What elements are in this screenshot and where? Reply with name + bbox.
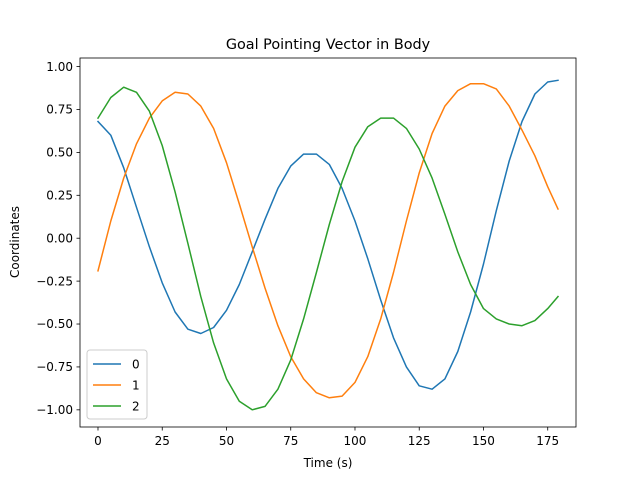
y-tick-label: 1.00: [46, 60, 73, 74]
legend-label-2: 2: [132, 400, 140, 414]
axes-frame: [79, 57, 577, 428]
y-tick-label: 0.00: [46, 231, 73, 245]
series-line-0: [96, 79, 559, 390]
series-line-1: [97, 82, 559, 399]
series-line-2: [96, 86, 560, 411]
x-axis-ticks: 0 25 50 75 100 125 150 175: [94, 427, 559, 448]
y-tick-label: −0.25: [36, 274, 73, 288]
x-tick-label: 25: [155, 434, 170, 448]
series-layer: [96, 79, 560, 411]
y-tick-label: 0.75: [46, 103, 73, 117]
x-tick-label: 100: [344, 434, 367, 448]
y-tick-label: −0.75: [36, 360, 73, 374]
y-axis-label: Coordinates: [8, 206, 22, 278]
legend-label-0: 0: [132, 358, 140, 372]
legend-label-1: 1: [132, 379, 140, 393]
x-tick-label: 125: [408, 434, 431, 448]
x-tick-label: 150: [472, 434, 495, 448]
y-axis-ticks: −1.00 −0.75 −0.50 −0.25 0.00 0.25 0.50 0.75 1.00: [36, 60, 80, 417]
x-tick-label: 75: [283, 434, 298, 448]
y-tick-label: 0.25: [46, 189, 73, 203]
plot-area: [79, 57, 577, 428]
legend: 0 1 2: [86, 349, 148, 420]
y-tick-label: −0.50: [36, 317, 73, 331]
x-axis-label: Time (s): [303, 456, 353, 470]
x-tick-label: 50: [219, 434, 234, 448]
x-tick-label: 0: [94, 434, 102, 448]
y-tick-label: 0.50: [46, 146, 73, 160]
x-tick-label: 175: [536, 434, 559, 448]
y-tick-label: −1.00: [36, 403, 73, 417]
chart-title: Goal Pointing Vector in Body: [226, 37, 431, 53]
axes-background: [80, 58, 576, 427]
